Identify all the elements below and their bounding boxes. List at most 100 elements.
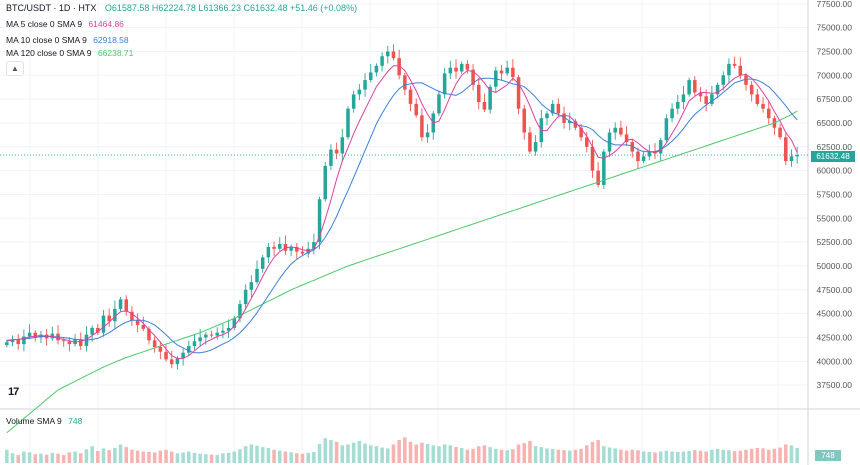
volume-bar [619,449,623,463]
candle-body [329,149,333,166]
candle-body [784,137,788,162]
volume-bar [585,445,589,463]
candle-body [778,127,782,138]
volume-bar [698,450,703,463]
candle-body [630,142,635,152]
volume-bar [744,449,748,463]
candle-body [187,346,191,353]
candle-body [585,137,589,147]
symbol-legend: BTC/USDT · 1D · HTX O61587.58 H62224.78 … [6,3,357,14]
ma5-label: MA 5 close 0 SMA 9 [6,19,83,29]
candle-body [687,80,691,95]
candle-body [61,340,66,342]
volume-bar [482,445,487,463]
candle-body [403,75,407,90]
volume-bar [761,448,765,463]
volume-bar [414,444,418,463]
volume-bar [363,443,367,463]
volume-bar [232,451,237,463]
volume-bar [602,446,606,463]
candle-body [67,341,72,345]
candle-body [351,94,356,109]
volume-bar [50,452,55,463]
volume-bar [738,450,743,463]
chevron-up-icon[interactable]: ▲ [6,61,24,76]
candle-body [175,358,180,365]
candle-body [556,103,561,114]
volume-bar [84,449,89,463]
candle-body [459,63,464,72]
volume-bar [749,448,754,463]
volume-bar [391,444,396,463]
volume-bar [624,450,629,463]
candle-body [579,127,583,138]
candle-body [16,339,20,345]
y-tick-label: 50000.00 [817,261,853,271]
ma5-legend[interactable]: MA 5 close 0 SMA 9 61464.86 [6,19,124,30]
volume-bar [664,450,669,463]
candle-body [471,69,475,85]
volume-bar [766,449,771,463]
candle-body [693,80,697,93]
volume-bar [408,441,413,463]
candle-body [226,327,231,331]
candle-body [488,86,492,110]
volume-bar [124,447,129,463]
candle-body [380,56,384,66]
y-tick-label: 60000.00 [817,166,853,176]
volume-bar [22,451,26,463]
candle-body [312,242,316,249]
candle-body [590,146,595,171]
volume-bar [403,437,407,463]
candle-body [158,346,163,352]
candle-body [562,113,566,123]
candle-body [619,127,623,135]
volume-bar [312,451,316,463]
candle-body [766,108,771,119]
candle-body [755,94,760,104]
y-tick-label: 75000.00 [817,23,853,33]
volume-legend[interactable]: Volume SMA 9 748 [6,416,82,427]
volume-bar [556,449,561,463]
volume-bar [380,447,384,463]
volume-bar [73,451,77,463]
candle-body [135,320,140,326]
volume-bar [425,444,430,463]
ma10-legend[interactable]: MA 10 close 0 SMA 9 62918.58 [6,35,129,46]
volume-bar [727,450,731,463]
volume-bar [647,451,652,463]
ma120-legend[interactable]: MA 120 close 0 SMA 9 66238.71 [6,48,133,59]
candle-body [613,127,617,133]
tradingview-logo-icon[interactable]: 17 [8,386,19,398]
volume-bar [283,451,288,463]
volume-bar [158,450,163,463]
candle-body [289,246,293,251]
candle-body [363,80,367,90]
candle-body [658,140,663,154]
candle-body [710,94,714,104]
volume-bar [175,453,180,463]
volume-bar [169,451,174,463]
candle-body [118,299,123,309]
candle-body [295,246,299,252]
volume-bar [533,446,538,463]
volume-bar [192,452,197,463]
volume-bar [778,447,782,463]
candle-body [300,251,305,254]
symbol-title[interactable]: BTC/USDT · 1D · HTX [6,3,97,13]
ma5-value: 61464.86 [88,19,124,29]
volume-bar [255,445,259,463]
candle-body [550,103,555,114]
y-tick-label: 42500.00 [817,332,853,342]
ohlc-values: O61587.58 H62224.78 L61366.23 C61632.48 … [104,3,358,13]
candle-body [323,165,328,200]
volume-bar [562,450,566,463]
candle-body [101,315,106,333]
candle-body [596,170,600,185]
candle-body [414,103,418,116]
candle-body [391,51,396,59]
candle-body [636,151,640,162]
candle-body [204,334,208,338]
